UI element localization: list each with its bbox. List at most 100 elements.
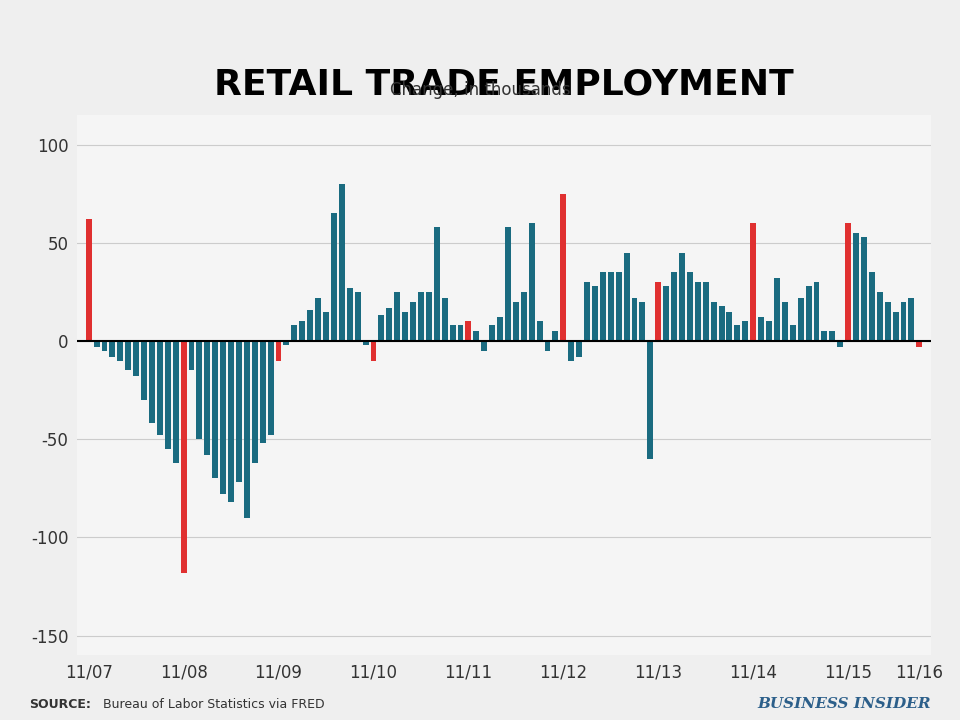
Bar <box>561 194 566 341</box>
Bar <box>434 227 440 341</box>
Bar <box>228 341 234 502</box>
Bar <box>624 253 630 341</box>
Bar <box>315 298 321 341</box>
Bar <box>742 321 748 341</box>
Bar <box>632 298 637 341</box>
Bar <box>647 341 654 459</box>
Bar <box>442 298 447 341</box>
Bar <box>537 321 542 341</box>
Bar <box>85 220 91 341</box>
Bar <box>521 292 527 341</box>
Bar <box>876 292 883 341</box>
Bar <box>750 223 756 341</box>
Bar <box>663 286 669 341</box>
Bar <box>615 272 622 341</box>
Bar <box>410 302 416 341</box>
Bar <box>371 341 376 361</box>
Bar <box>695 282 701 341</box>
Bar <box>908 298 914 341</box>
Bar <box>426 292 432 341</box>
Bar <box>505 227 511 341</box>
Bar <box>94 341 100 347</box>
Bar <box>679 253 685 341</box>
Bar <box>109 341 115 356</box>
Bar <box>917 341 923 347</box>
Bar <box>710 302 716 341</box>
Bar <box>180 341 186 572</box>
Bar <box>861 237 867 341</box>
Bar <box>758 318 764 341</box>
Bar <box>885 302 891 341</box>
Bar <box>798 298 804 341</box>
Bar <box>386 307 393 341</box>
Bar <box>529 223 535 341</box>
Bar <box>244 341 250 518</box>
Bar <box>544 341 550 351</box>
Bar <box>869 272 875 341</box>
Bar <box>402 312 408 341</box>
Bar <box>734 325 740 341</box>
Bar <box>576 341 582 356</box>
Bar <box>292 325 298 341</box>
Bar <box>204 341 210 455</box>
Bar <box>125 341 132 371</box>
Bar <box>466 321 471 341</box>
Bar <box>790 325 796 341</box>
Bar <box>252 341 258 463</box>
Bar <box>766 321 772 341</box>
Bar <box>727 312 732 341</box>
Bar <box>347 288 352 341</box>
Bar <box>813 282 820 341</box>
Bar <box>188 341 195 371</box>
Bar <box>656 282 661 341</box>
Bar <box>671 272 677 341</box>
Bar <box>149 341 155 423</box>
Bar <box>300 321 305 341</box>
Bar <box>220 341 227 494</box>
Bar <box>323 312 329 341</box>
Bar <box>339 184 345 341</box>
Bar <box>212 341 218 479</box>
Bar <box>141 341 147 400</box>
Bar <box>490 325 495 341</box>
Bar <box>197 341 203 439</box>
Bar <box>481 341 487 351</box>
Bar <box>117 341 123 361</box>
Bar <box>600 272 606 341</box>
Bar <box>608 272 613 341</box>
Bar <box>845 223 852 341</box>
Bar <box>133 341 139 377</box>
Bar <box>592 286 598 341</box>
Bar <box>687 272 693 341</box>
Bar <box>893 312 899 341</box>
Bar <box>853 233 859 341</box>
Bar <box>781 302 788 341</box>
Bar <box>418 292 424 341</box>
Bar <box>473 331 479 341</box>
Bar <box>822 331 828 341</box>
Bar <box>363 341 369 345</box>
Title: RETAIL TRADE EMPLOYMENT: RETAIL TRADE EMPLOYMENT <box>214 68 794 102</box>
Text: BUSINESS INSIDER: BUSINESS INSIDER <box>757 698 931 711</box>
Bar <box>165 341 171 449</box>
Bar <box>449 325 456 341</box>
Text: Change, in thousands: Change, in thousands <box>390 81 570 99</box>
Bar <box>331 213 337 341</box>
Bar <box>156 341 163 436</box>
Bar <box>268 341 274 436</box>
Bar <box>307 310 313 341</box>
Bar <box>236 341 242 482</box>
Bar <box>568 341 574 361</box>
Bar <box>584 282 590 341</box>
Bar <box>774 278 780 341</box>
Bar <box>805 286 811 341</box>
Bar <box>354 292 361 341</box>
Bar <box>173 341 179 463</box>
Bar <box>458 325 464 341</box>
Bar <box>900 302 906 341</box>
Bar <box>395 292 400 341</box>
Bar <box>497 318 503 341</box>
Bar <box>829 331 835 341</box>
Bar <box>102 341 108 351</box>
Bar <box>552 331 559 341</box>
